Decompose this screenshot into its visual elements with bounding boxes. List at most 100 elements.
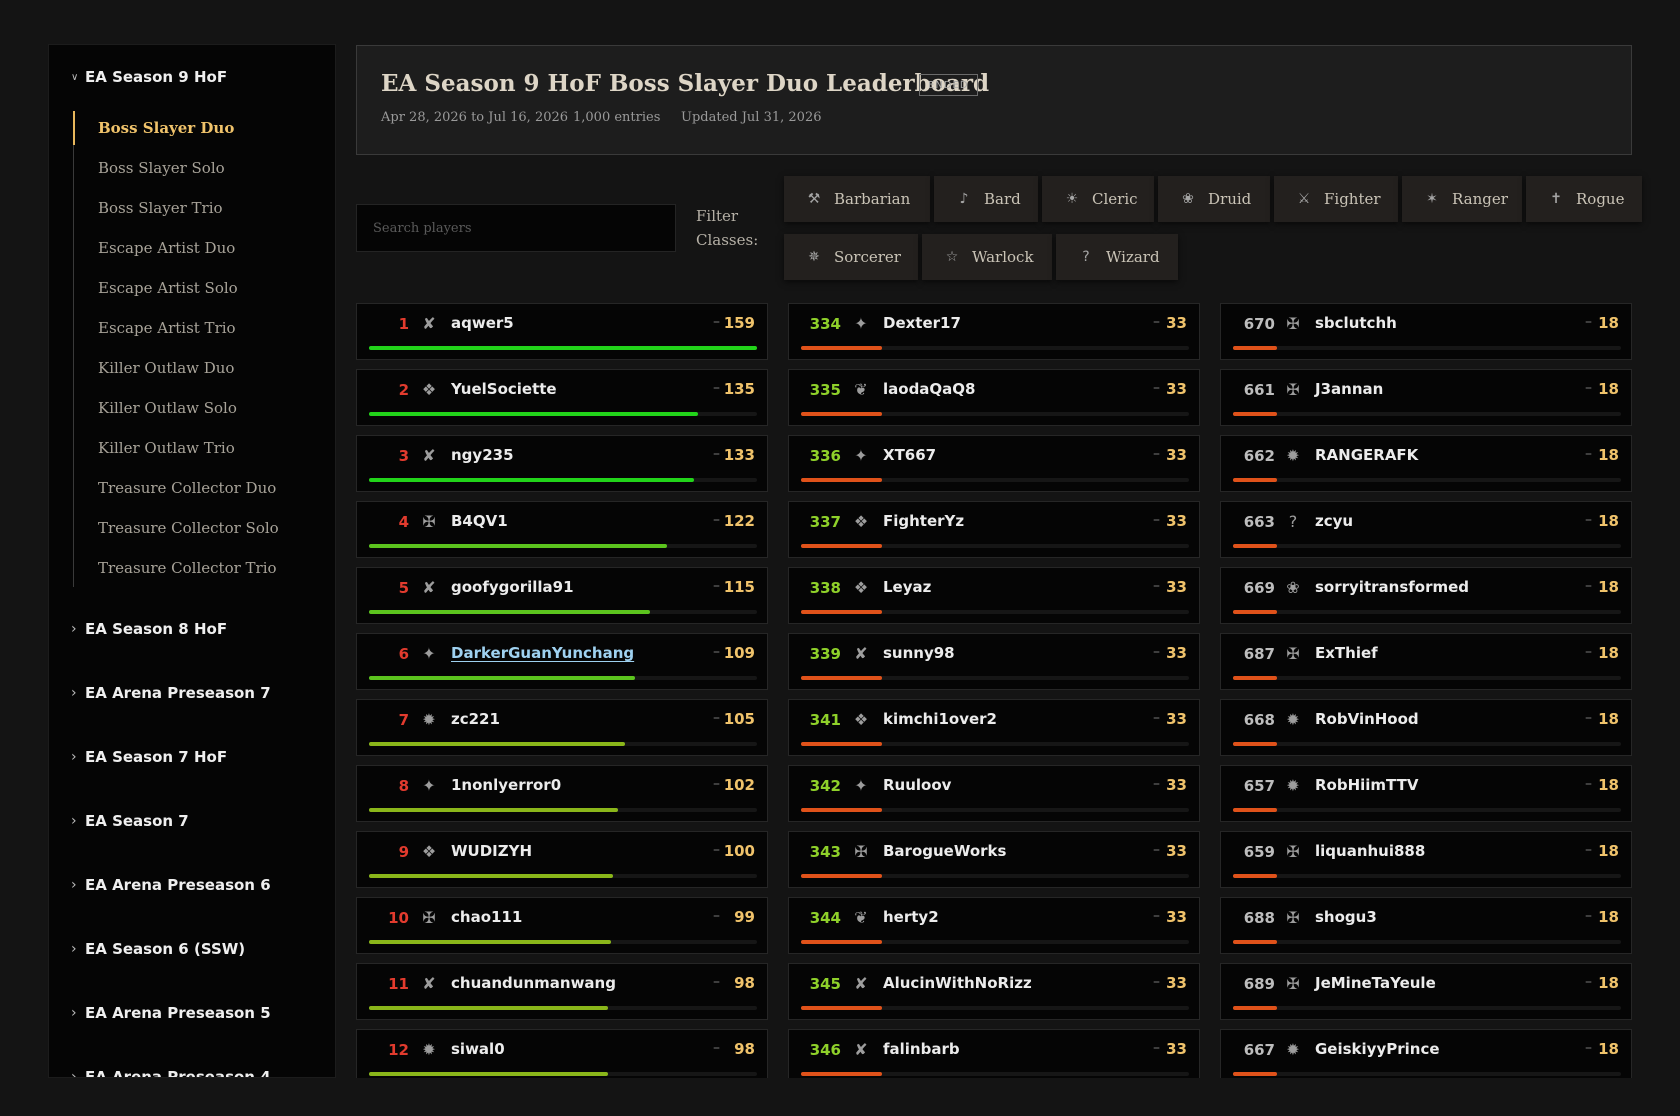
cross-icon: ✠ [1286, 644, 1300, 663]
rank-number: 7 [398, 711, 409, 729]
season-name: EA Season 8 HoF [85, 620, 228, 638]
sidebar-season[interactable]: › EA Arena Preseason 5 [49, 993, 335, 1033]
rank-number: 663 [1243, 513, 1275, 531]
leaderboard-row[interactable]: 344 ❦ herty2 –33 [788, 897, 1200, 954]
leaderboard-row[interactable]: 339 ✘ sunny98 –33 [788, 633, 1200, 690]
class-filter-bard[interactable]: ♪ Bard [934, 176, 1038, 222]
rank-number: 662 [1243, 447, 1275, 465]
leaderboard-row[interactable]: 341 ❖ kimchi1over2 –33 [788, 699, 1200, 756]
leaderboard-row[interactable]: 3 ✘ ngy235 –133 [356, 435, 768, 492]
leaderboard-row[interactable]: 11 ✘ chuandunmanwang –98 [356, 963, 768, 1020]
rank-number: 668 [1243, 711, 1275, 729]
leaderboard-row[interactable]: 663? zcyu –18 [1220, 501, 1632, 558]
score-bar-track [369, 544, 757, 548]
cross-icon: ✠ [1286, 380, 1300, 399]
leaderboard-row[interactable]: 669 ❀ sorryitransformed –18 [1220, 567, 1632, 624]
class-filter-wizard[interactable]: ? Wizard [1056, 234, 1178, 280]
sidebar-item[interactable]: Escape Artist Solo [98, 279, 238, 297]
score-value: 133 [723, 446, 755, 464]
star-icon: ✦ [422, 644, 436, 663]
score-separator: – [1585, 314, 1592, 330]
sidebar-season[interactable]: › EA Season 6 (SSW) [49, 929, 335, 969]
sidebar-season[interactable]: › EA Season 7 HoF [49, 737, 335, 777]
chevron-right-icon: › [71, 1069, 77, 1078]
score-value: 98 [734, 1040, 755, 1058]
leaderboard-row[interactable]: 346 ✘ falinbarb –33 [788, 1029, 1200, 1078]
leaderboard-row[interactable]: 6 ✦ DarkerGuanYunchang –109 [356, 633, 768, 690]
class-filter-druid[interactable]: ❀ Druid [1158, 176, 1270, 222]
score-bar-fill [1233, 676, 1277, 680]
class-filter-fighter[interactable]: ⚔ Fighter [1274, 176, 1398, 222]
score-value: 33 [1166, 842, 1187, 860]
leaderboard-row[interactable]: 657 ✹ RobHiimTTV –18 [1220, 765, 1632, 822]
sidebar-item[interactable]: Escape Artist Trio [98, 319, 236, 337]
sidebar-season[interactable]: › EA Arena Preseason 4 [49, 1057, 335, 1078]
sidebar-item[interactable]: Treasure Collector Solo [98, 519, 279, 537]
player-name: Dexter17 [883, 314, 961, 332]
sidebar-season[interactable]: › EA Arena Preseason 7 [49, 673, 335, 713]
score-value: 33 [1166, 776, 1187, 794]
leaderboard-row[interactable]: 661 ✠ J3annan –18 [1220, 369, 1632, 426]
score-bar-track [369, 808, 757, 812]
rank-number: 689 [1243, 975, 1275, 993]
leaderboard-row[interactable]: 8 ✦ 1nonlyerror0 –102 [356, 765, 768, 822]
sidebar-item[interactable]: Boss Slayer Solo [98, 159, 225, 177]
player-name: zcyu [1315, 512, 1354, 530]
sidebar-item[interactable]: Treasure Collector Trio [98, 559, 277, 577]
leaderboard-row[interactable]: 10 ✠ chao111 –99 [356, 897, 768, 954]
score-bar-track [1233, 940, 1621, 944]
leaderboard-row[interactable]: 7 ✹ zc221 –105 [356, 699, 768, 756]
score-value: 18 [1598, 776, 1619, 794]
sidebar-item[interactable]: Treasure Collector Duo [98, 479, 277, 497]
star-icon: ✦ [854, 314, 868, 333]
class-filter-ranger[interactable]: ✶ Ranger [1402, 176, 1522, 222]
leaderboard-row[interactable]: 5 ✘ goofygorilla91 –115 [356, 567, 768, 624]
leaderboard-row[interactable]: 342 ✦ Ruuloov –33 [788, 765, 1200, 822]
leaderboard-row[interactable]: 336 ✦ XT667 –33 [788, 435, 1200, 492]
sidebar-season[interactable]: › EA Arena Preseason 6 [49, 865, 335, 905]
score-bar-fill [1233, 940, 1277, 944]
season-current[interactable]: ∨ EA Season 9 HoF [49, 57, 335, 97]
leaderboard-row[interactable]: 687 ✠ ExThief –18 [1220, 633, 1632, 690]
class-filter-barbarian[interactable]: ⚒ Barbarian [784, 176, 930, 222]
leaderboard-row[interactable]: 662 ✹ RANGERAFK –18 [1220, 435, 1632, 492]
player-name: aqwer5 [451, 314, 514, 332]
leaderboard-row[interactable]: 335 ❦ laodaQaQ8 –33 [788, 369, 1200, 426]
leaderboard-row[interactable]: 689 ✠ JeMineTaYeule –18 [1220, 963, 1632, 1020]
sidebar-item[interactable]: Escape Artist Duo [98, 239, 236, 257]
leaderboard-row[interactable]: 12 ✹ siwal0 –98 [356, 1029, 768, 1078]
sidebar-season[interactable]: › EA Season 8 HoF [49, 609, 335, 649]
sun-icon: ☀ [1065, 191, 1079, 207]
sidebar-item[interactable]: Killer Outlaw Duo [98, 359, 235, 377]
sidebar-item[interactable]: Boss Slayer Trio [98, 199, 223, 217]
leaderboard-row[interactable]: 334 ✦ Dexter17 –33 [788, 303, 1200, 360]
sidebar-item[interactable]: Killer Outlaw Trio [98, 439, 235, 457]
leaderboard-row[interactable]: 337 ❖ FighterYz –33 [788, 501, 1200, 558]
class-filter-cleric[interactable]: ☀ Cleric [1042, 176, 1154, 222]
leaderboard-row[interactable]: 667 ✹ GeiskiyyPrince –18 [1220, 1029, 1632, 1078]
leaderboard-row[interactable]: 4 ✠ B4QV1 –122 [356, 501, 768, 558]
leaderboard-row[interactable]: 688 ✠ shogu3 –18 [1220, 897, 1632, 954]
leaderboard-row[interactable]: 668 ✹ RobVinHood –18 [1220, 699, 1632, 756]
leaderboard-row[interactable]: 343 ✠ BarogueWorks –33 [788, 831, 1200, 888]
leaderboard-row[interactable]: 9 ❖ WUDIZYH –100 [356, 831, 768, 888]
fist-icon: ✘ [422, 974, 436, 993]
player-name[interactable]: DarkerGuanYunchang [451, 644, 635, 662]
leaderboard-row[interactable]: 670 ✠ sbclutchh –18 [1220, 303, 1632, 360]
sidebar-season[interactable]: › EA Season 7 [49, 801, 335, 841]
class-filter-warlock[interactable]: ☆ Warlock [922, 234, 1052, 280]
score-bar-fill [369, 610, 650, 614]
leaderboard-row[interactable]: 659 ✠ liquanhui888 –18 [1220, 831, 1632, 888]
leaderboard-row[interactable]: 338 ❖ Leyaz –33 [788, 567, 1200, 624]
rank-number: 9 [398, 843, 409, 861]
sidebar-item[interactable]: Boss Slayer Duo [73, 111, 314, 145]
sidebar-item[interactable]: Killer Outlaw Solo [98, 399, 237, 417]
star-icon: ✦ [854, 776, 868, 795]
rank-number: 344 [809, 909, 841, 927]
leaderboard-row[interactable]: 345 ✘ AlucinWithNoRizz –33 [788, 963, 1200, 1020]
class-filter-sorcerer[interactable]: ✵ Sorcerer [784, 234, 918, 280]
class-filter-rogue[interactable]: ✝ Rogue [1526, 176, 1642, 222]
leaderboard-row[interactable]: 2 ❖ YuelSociette –135 [356, 369, 768, 426]
search-input[interactable] [356, 204, 676, 252]
leaderboard-row[interactable]: 1 ✘ aqwer5 –159 [356, 303, 768, 360]
